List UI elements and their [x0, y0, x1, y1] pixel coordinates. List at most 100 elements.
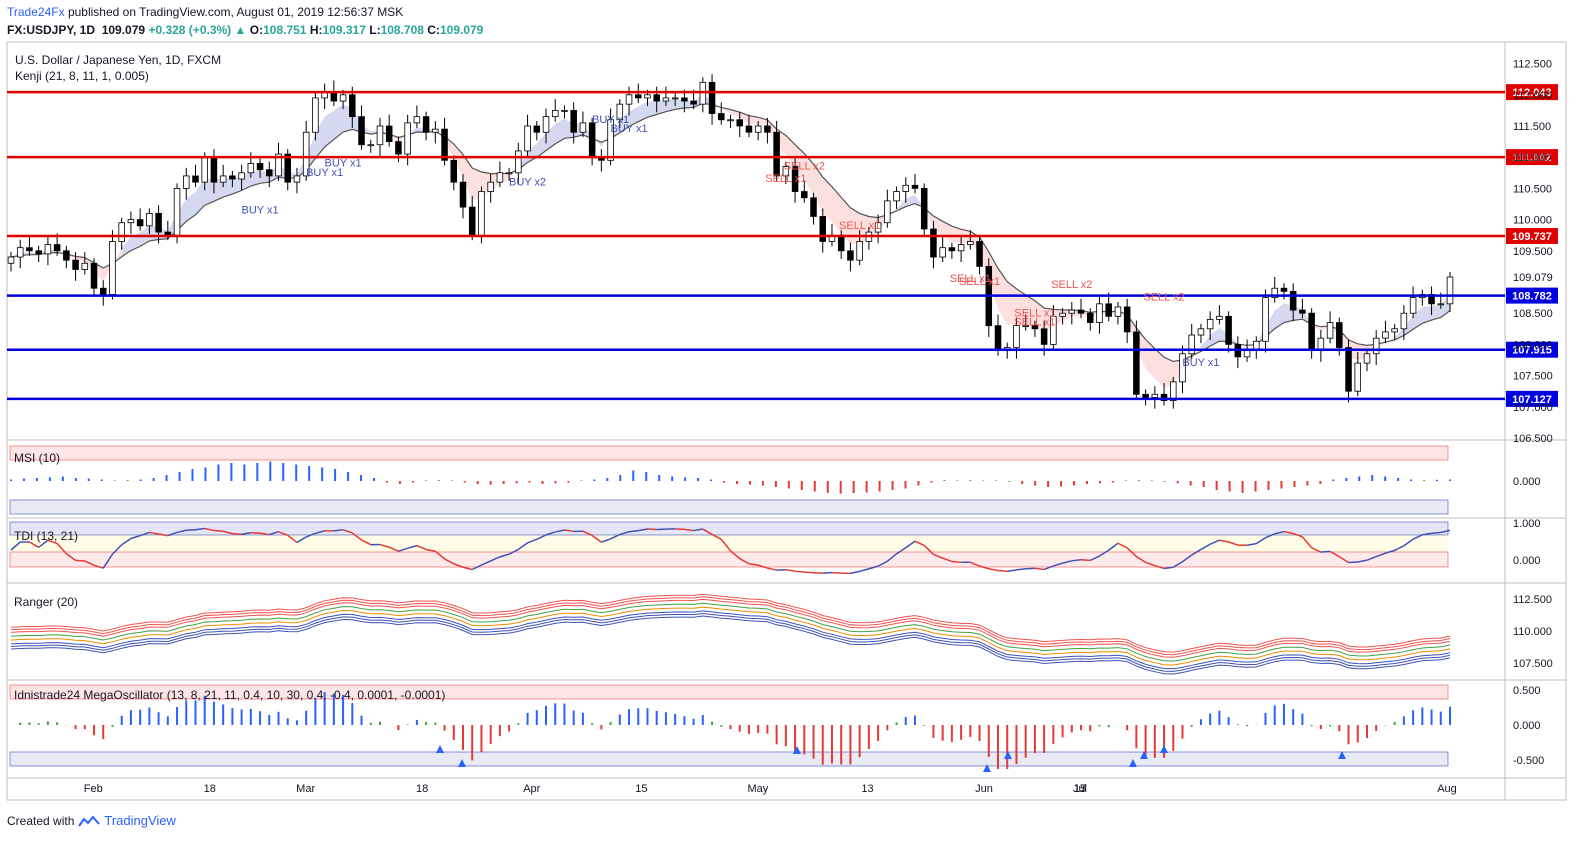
msi-tick-label: 0.000	[1513, 476, 1541, 488]
tdi-segment	[56, 542, 67, 555]
kenji-slow-line	[10, 102, 1451, 363]
price-tick-label: 106.500	[1513, 433, 1553, 445]
price-tick-label: 111.500	[1513, 121, 1551, 133]
tdi-segment	[536, 534, 547, 541]
time-tick-label: 18	[204, 783, 216, 795]
candle-body	[1197, 328, 1205, 336]
tdi-segment	[379, 543, 390, 548]
tdi-segment	[75, 559, 85, 562]
tdi-upper-band	[9, 521, 1449, 536]
tdi-segment	[850, 570, 860, 575]
brand-link[interactable]: Trade24Fx	[7, 5, 65, 19]
candle-body	[1363, 353, 1371, 364]
kenji-ribbon-segment	[592, 137, 602, 147]
kenji-ribbon-segment	[629, 106, 639, 127]
tdi-segment	[305, 532, 316, 538]
tdi-segment	[1357, 559, 1368, 563]
candle-body	[1013, 325, 1020, 348]
candle-body	[1031, 325, 1039, 330]
candle-body	[118, 222, 125, 242]
candle-body	[201, 156, 208, 183]
tdi-segment	[517, 542, 528, 551]
tdi-segment	[628, 529, 639, 533]
kenji-ribbon-segment	[758, 117, 768, 128]
candle-body	[1068, 309, 1076, 314]
candle-body	[791, 166, 799, 192]
tdi-segment	[933, 553, 943, 559]
ranger-line	[10, 615, 1451, 675]
time-tick-label: 18	[416, 783, 428, 795]
kenji-ribbon-segment	[831, 186, 842, 234]
candle-body	[1225, 315, 1232, 345]
candle-body	[625, 94, 633, 105]
tdi-segment	[905, 540, 916, 549]
tdi-segment	[1265, 533, 1276, 539]
kenji-indicator-label: Kenji (21, 8, 11, 1, 0.005)	[15, 69, 149, 83]
candle-body	[653, 94, 660, 102]
mega-buy-marker	[1140, 751, 1148, 759]
kenji-ribbon-segment	[905, 194, 915, 207]
tdi-segment	[416, 544, 427, 551]
candle-body	[644, 94, 651, 99]
candle-body	[1142, 393, 1149, 398]
kenji-ribbon-segment	[721, 107, 731, 114]
kenji-ribbon-segment	[555, 118, 565, 144]
horizontal-levels[interactable]: 112.043 111.002 109.737 108.782 107.915 107.1…	[7, 84, 1558, 407]
candle-body	[1400, 312, 1408, 330]
published-text: published on TradingView.com, August 01,…	[67, 5, 404, 19]
tdi-segment	[730, 550, 741, 560]
candle-body	[1114, 306, 1122, 317]
candle-body	[1262, 297, 1269, 342]
tdi-segment	[1191, 548, 1202, 556]
tdi-segment	[1043, 565, 1054, 571]
kenji-ribbon-segment	[933, 216, 943, 236]
tdi-segment	[490, 556, 501, 562]
ranger-line	[10, 606, 1451, 666]
candle-body	[801, 191, 808, 199]
tradingview-logo-icon[interactable]	[78, 814, 101, 827]
candle-body	[616, 103, 624, 121]
candle-body	[607, 119, 614, 161]
tdi-segment	[204, 527, 215, 532]
kenji-ribbon-segment	[647, 101, 657, 118]
tdi-segment	[877, 560, 888, 567]
time-tick-label: Aug	[1437, 783, 1457, 795]
tdi-segment	[1135, 555, 1146, 563]
tdi-segment	[47, 539, 58, 545]
tdi-segment	[1080, 558, 1091, 562]
tradingview-link[interactable]: TradingView	[104, 813, 176, 828]
candle-body	[1446, 276, 1454, 305]
candle-body	[994, 325, 1002, 352]
kenji-ribbon-segment	[204, 178, 214, 206]
candle-body	[496, 172, 504, 183]
kenji-ribbon-segment	[785, 135, 796, 170]
time-tick-label: Feb	[84, 783, 103, 795]
candle-body	[1160, 393, 1168, 401]
buy-signal-label: BUY x1	[610, 123, 647, 135]
candle-body	[441, 128, 448, 161]
candle-body	[671, 97, 679, 100]
candle-body	[284, 153, 291, 183]
kenji-ribbon-segment	[1145, 339, 1155, 379]
price-tick-label: 109.079	[1513, 272, 1553, 284]
kenji-ribbon-segment	[546, 123, 556, 151]
candle-body	[1243, 350, 1251, 358]
candle-body	[1308, 312, 1315, 352]
sell-signal-label: SELL x1	[950, 273, 991, 285]
tdi-segment	[997, 569, 1008, 573]
tdi-segment	[748, 562, 759, 566]
tdi-segment	[1320, 550, 1331, 553]
tdi-segment	[1385, 549, 1395, 554]
msi-pane-title: MSI (10)	[14, 451, 60, 465]
candle-body	[26, 247, 33, 252]
candle-body	[1133, 331, 1140, 395]
candle-body	[1170, 381, 1177, 401]
tdi-segment	[619, 531, 630, 536]
kenji-ribbon-segment	[1025, 295, 1035, 327]
sell-signal-label: SELL x1	[839, 220, 880, 232]
tdi-segment	[111, 544, 123, 555]
level-price-label: 108.782	[1512, 291, 1552, 303]
mega-tick-label: 0.500	[1513, 685, 1541, 697]
tdi-segment	[1117, 542, 1128, 549]
